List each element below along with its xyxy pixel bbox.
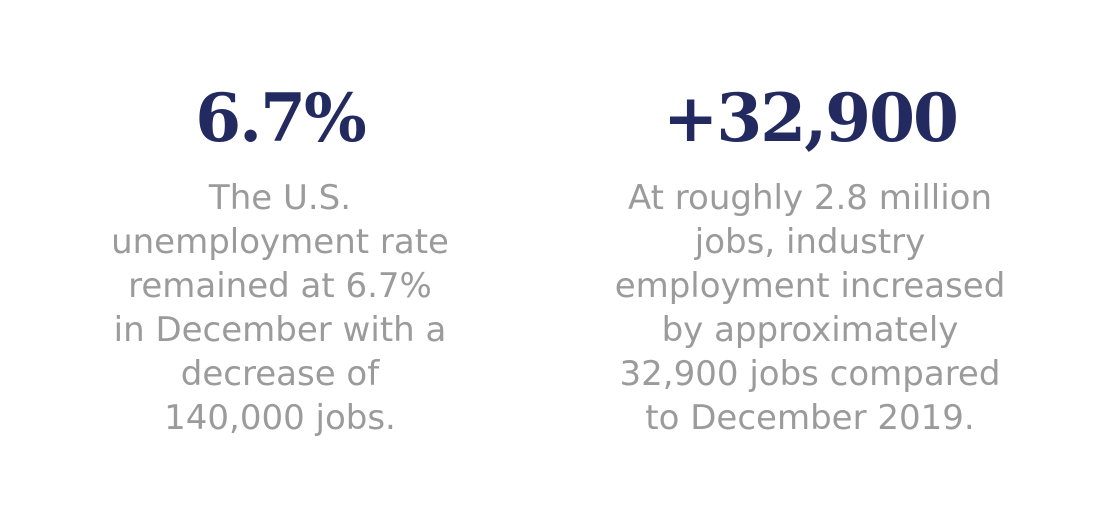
unemployment-rate-value: 6.7% (195, 79, 367, 157)
industry-jobs-description: At roughly 2.8 million jobs, industry em… (614, 178, 1006, 438)
industry-employment-stat: +32,900 At roughly 2.8 million jobs, ind… (580, 78, 1040, 440)
unemployment-rate-description: The U.S. unemployment rate remained at 6… (111, 178, 449, 438)
industry-jobs-change-value: +32,900 (663, 79, 959, 157)
unemployment-stat: 6.7% The U.S. unemployment rate remained… (70, 78, 490, 440)
